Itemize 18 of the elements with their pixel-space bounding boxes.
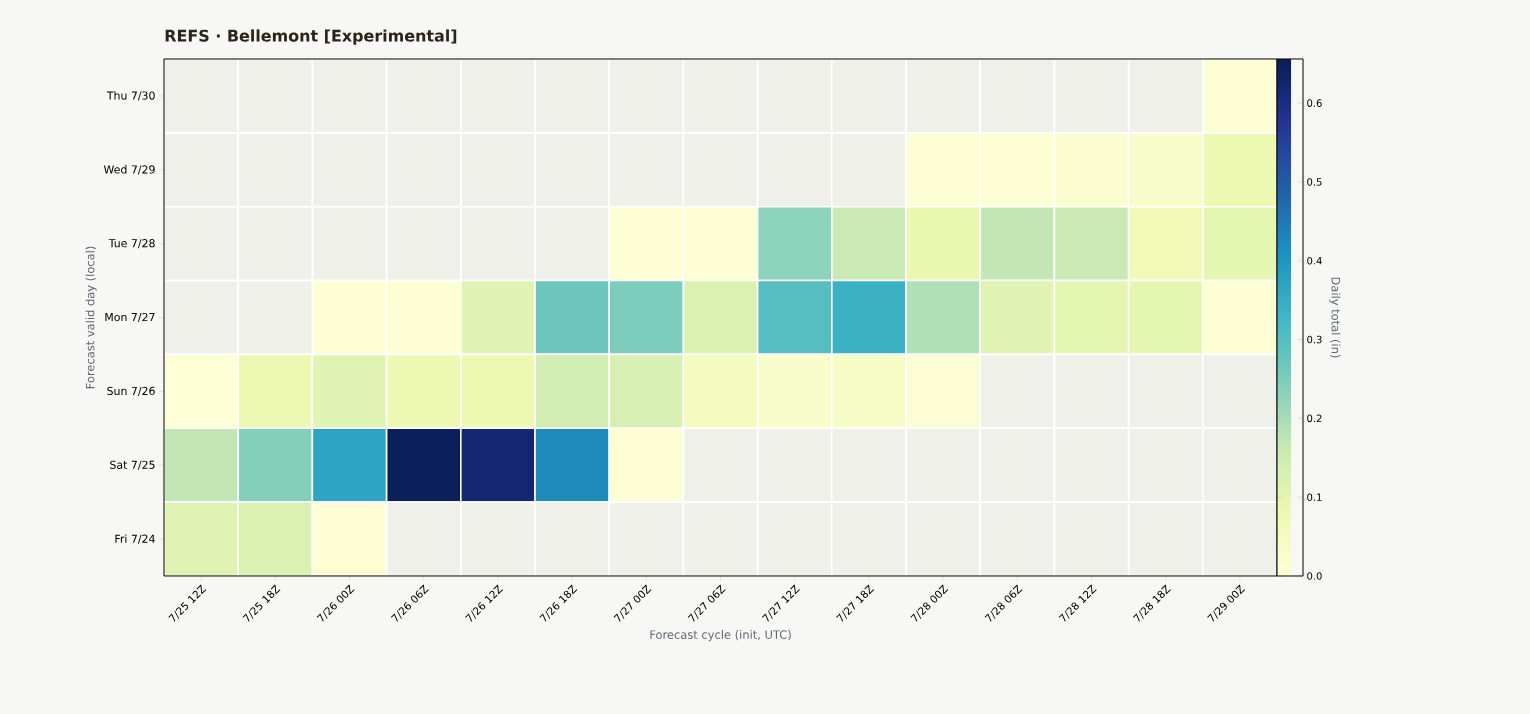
- color-bar-label: 0.2: [1307, 414, 1322, 423]
- chart-title: REFS · Bellemont [Experimental]: [165, 29, 457, 45]
- color-bar-label: 0.3: [1307, 335, 1322, 344]
- color-bar-label: 0.0: [1307, 572, 1322, 580]
- color-bar-label: 0.1: [1307, 493, 1322, 501]
- y-tick-label: Thu 7/30: [106, 91, 155, 101]
- y-tick-label: Fri 7/24: [115, 534, 155, 544]
- y-tick-label: Sat 7/25: [110, 460, 155, 470]
- color-bar-title: Daily total (in): [1329, 277, 1341, 358]
- x-axis-title: Forecast cycle (init, UTC): [650, 630, 791, 642]
- color-bar-label: 0.5: [1307, 178, 1322, 186]
- y-tick-label: Tue 7/28: [108, 239, 155, 249]
- y-axis-title: Forecast valid day (local): [85, 246, 97, 389]
- y-tick-label: Mon 7/27: [105, 312, 155, 323]
- color-bar-label: 0.6: [1307, 99, 1322, 107]
- color-bar-label: 0.4: [1307, 256, 1322, 265]
- y-tick-label: Wed 7/29: [103, 165, 155, 175]
- y-tick-label: Sun 7/26: [107, 386, 155, 396]
